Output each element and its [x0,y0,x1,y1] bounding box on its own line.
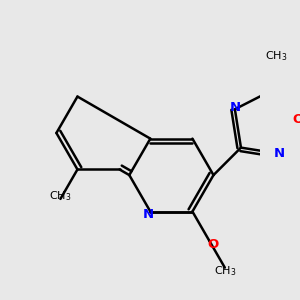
Text: N: N [230,101,241,114]
Text: CH$_3$: CH$_3$ [265,50,288,63]
Text: N: N [143,208,154,221]
Text: CH$_3$: CH$_3$ [214,264,237,278]
Text: N: N [274,147,285,160]
Text: O: O [207,238,218,251]
Text: CH$_3$: CH$_3$ [49,189,72,202]
Text: O: O [292,112,300,126]
